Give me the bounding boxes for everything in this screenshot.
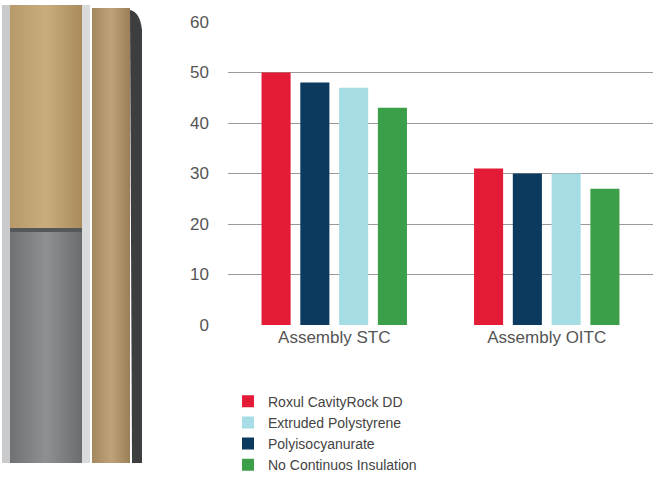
svg-text:20: 20 [190, 215, 209, 234]
svg-text:0: 0 [200, 316, 209, 335]
svg-text:50: 50 [190, 63, 209, 82]
svg-text:Assembly STC: Assembly STC [278, 328, 390, 347]
svg-text:40: 40 [190, 114, 209, 133]
svg-text:No Continuos Insulation: No Continuos Insulation [268, 457, 417, 473]
svg-text:30: 30 [190, 164, 209, 183]
svg-text:Polyisocyanurate: Polyisocyanurate [268, 436, 375, 452]
svg-text:Extruded Polystyrene: Extruded Polystyrene [268, 415, 401, 431]
svg-text:Assembly OITC: Assembly OITC [487, 328, 606, 347]
svg-text:10: 10 [190, 265, 209, 284]
svg-text:60: 60 [190, 13, 209, 32]
svg-text:Roxul CavityRock DD: Roxul CavityRock DD [268, 394, 403, 410]
